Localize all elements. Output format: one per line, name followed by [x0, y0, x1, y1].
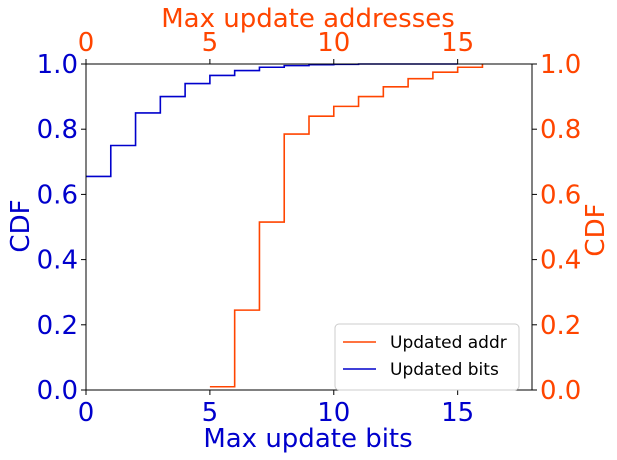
legend-label-updated-addr: Updated addr	[390, 333, 507, 353]
y-axis-label-right: CDF	[581, 203, 611, 256]
legend: Updated addr Updated bits	[334, 323, 520, 391]
y-tick-label-left: 0.0	[37, 376, 78, 406]
plot-frame	[85, 63, 533, 391]
x-tick-label-top: 5	[202, 28, 219, 58]
y-tick-label-right: 0.8	[540, 115, 581, 145]
series-line-updated-addr	[209, 64, 484, 388]
y-tick-label-right: 0.4	[540, 246, 581, 276]
x-axis-label-bottom: Max update bits	[203, 424, 412, 454]
legend-label-updated-bits: Updated bits	[390, 360, 499, 380]
y-axis-label-left: CDF	[6, 199, 36, 252]
legend-box	[334, 323, 520, 391]
y-tick-label-right: 1.0	[540, 50, 581, 80]
axis-ticks: 0 5 10 15 0 5 10 15 0.0 0.2 0.4 0.6 0.8 1.0 0.0 0.2 0.4 0…	[37, 28, 582, 428]
series-line-updated-bits	[86, 63, 458, 178]
x-tick-label-bottom: 5	[202, 398, 219, 428]
x-tick-label-top: 10	[317, 28, 350, 58]
x-tick-label-top: 15	[441, 28, 474, 58]
x-tick-label-bottom: 10	[317, 398, 350, 428]
y-tick-label-right: 0.6	[540, 180, 581, 210]
y-tick-label-left: 0.4	[37, 246, 78, 276]
y-tick-label-left: 1.0	[37, 50, 78, 80]
x-tick-label-top: 0	[78, 28, 95, 58]
x-axis-label-top: Max update addresses	[161, 4, 455, 34]
x-tick-label-bottom: 15	[441, 398, 474, 428]
y-tick-label-left: 0.8	[37, 115, 78, 145]
y-tick-label-right: 0.0	[540, 376, 581, 406]
x-tick-label-bottom: 0	[78, 398, 95, 428]
y-tick-label-left: 0.6	[37, 180, 78, 210]
y-tick-label-right: 0.2	[540, 311, 581, 341]
y-tick-label-left: 0.2	[37, 311, 78, 341]
